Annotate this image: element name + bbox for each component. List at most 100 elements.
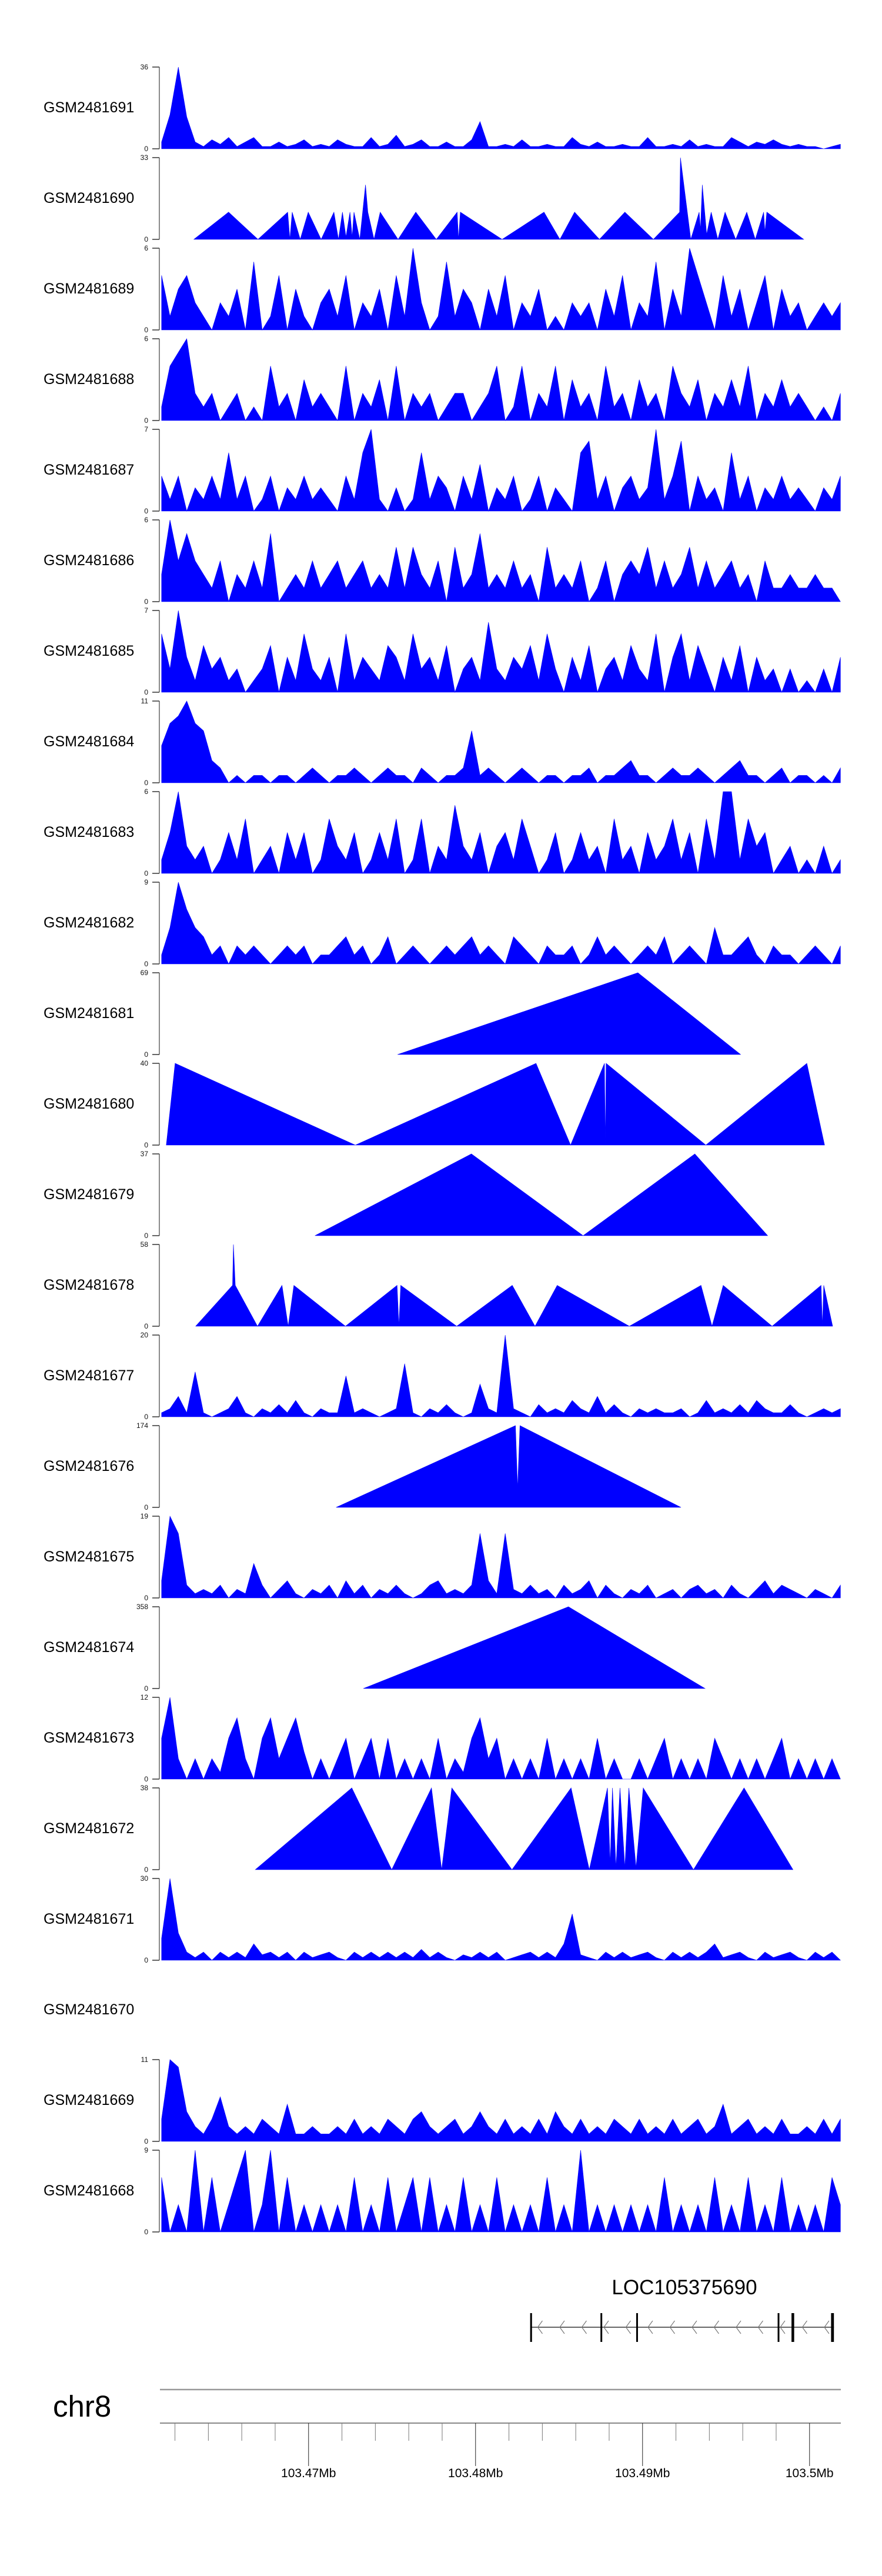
coverage-area: [161, 1515, 841, 1599]
track-label: GSM2481690: [44, 189, 135, 206]
exon: [636, 2313, 638, 2342]
y-max-label: 7: [144, 606, 148, 615]
track-label: GSM2481669: [44, 2091, 135, 2108]
genome-axis: [160, 2388, 841, 2466]
x-tick-label: 103.47Mb: [281, 2467, 336, 2480]
strand-arrow-icon: [757, 2320, 763, 2334]
y-min-label: 0: [144, 779, 148, 787]
coverage-area: [161, 338, 841, 421]
exon: [530, 2313, 532, 2342]
coverage-area: [363, 1606, 706, 1689]
track-GSM2481689: [152, 248, 841, 331]
y-min-label: 0: [144, 869, 148, 877]
y-max-label: 11: [141, 697, 148, 705]
track-label: GSM2481671: [44, 1910, 135, 1927]
coverage-area: [161, 1878, 841, 1961]
y-min-label: 0: [144, 1684, 148, 1693]
y-min-label: 0: [144, 326, 148, 334]
track-GSM2481687: [152, 429, 841, 512]
track-GSM2481684: [152, 700, 841, 783]
coverage-area: [255, 1787, 794, 1870]
track-label: GSM2481670: [44, 2001, 135, 2018]
track-GSM2481682: [152, 882, 841, 965]
coverage-area: [161, 1334, 841, 1417]
y-max-label: 20: [140, 1331, 148, 1339]
strand-arrow-icon: [581, 2320, 587, 2334]
coverage-area: [161, 2150, 841, 2233]
strand-arrow-icon: [713, 2320, 719, 2334]
strand-arrow-icon: [824, 2320, 830, 2334]
strand-arrow-icon: [625, 2320, 631, 2334]
y-min-label: 0: [144, 2228, 148, 2236]
x-tick-label: 103.49Mb: [615, 2467, 670, 2480]
track-label: GSM2481678: [44, 1276, 135, 1293]
y-min-label: 0: [144, 1594, 148, 1602]
track-label: GSM2481674: [44, 1639, 135, 1656]
track-label: GSM2481687: [44, 461, 135, 478]
y-min-label: 0: [144, 145, 148, 153]
track-label: GSM2481683: [44, 823, 135, 840]
track-GSM2481668: [152, 2150, 841, 2233]
y-min-label: 0: [144, 960, 148, 968]
y-max-label: 33: [140, 154, 148, 162]
y-max-label: 6: [144, 335, 148, 343]
y-min-label: 0: [144, 2137, 148, 2145]
y-max-label: 358: [136, 1603, 148, 1611]
track-GSM2481669: [152, 2059, 841, 2142]
strand-arrow-icon: [603, 2320, 609, 2334]
coverage-area: [161, 791, 841, 874]
y-max-label: 6: [144, 788, 148, 796]
track-label: GSM2481680: [44, 1095, 135, 1112]
y-min-label: 0: [144, 1503, 148, 1511]
track-label: GSM2481682: [44, 914, 135, 931]
y-max-label: 40: [140, 1059, 148, 1067]
y-max-label: 58: [140, 1240, 148, 1249]
y-min-label: 0: [144, 598, 148, 606]
coverage-area: [397, 972, 741, 1055]
y-min-label: 0: [144, 416, 148, 425]
y-min-label: 0: [144, 1050, 148, 1059]
strand-arrow-icon: [780, 2320, 786, 2334]
gene-model: [530, 2313, 834, 2342]
track-label: GSM2481684: [44, 733, 135, 750]
track-label: GSM2481679: [44, 1186, 135, 1203]
exon: [777, 2313, 780, 2342]
track-GSM2481680: [152, 1063, 825, 1146]
track-GSM2481683: [152, 791, 841, 874]
coverage-area: [166, 1063, 825, 1146]
track-GSM2481686: [152, 519, 841, 602]
track-GSM2481690: [152, 157, 804, 241]
coverage-area: [161, 519, 841, 602]
coverage-area: [336, 1425, 681, 1508]
track-GSM2481671: [152, 1878, 841, 1961]
track-GSM2481675: [152, 1515, 841, 1599]
x-tick-label: 103.48Mb: [448, 2467, 503, 2480]
track-label: GSM2481681: [44, 1005, 135, 1022]
y-max-label: 174: [136, 1422, 148, 1430]
y-max-label: 11: [141, 2056, 148, 2064]
y-max-label: 38: [140, 1784, 148, 1792]
y-min-label: 0: [144, 688, 148, 696]
x-tick-label: 103.5Mb: [785, 2467, 834, 2480]
y-max-label: 12: [140, 1693, 148, 1701]
y-max-label: 36: [140, 63, 148, 71]
coverage-area: [161, 248, 841, 331]
coverage-area: [161, 2059, 841, 2142]
coverage-area: [193, 157, 804, 241]
track-label: GSM2481686: [44, 552, 135, 569]
track-label: GSM2481672: [44, 1820, 135, 1837]
track-label: GSM2481688: [44, 371, 135, 388]
strand-arrow-icon: [736, 2320, 741, 2334]
track-label: GSM2481685: [44, 642, 135, 659]
track-GSM2481677: [152, 1334, 841, 1417]
track-label: GSM2481677: [44, 1367, 135, 1384]
coverage-area: [315, 1153, 769, 1236]
chromosome-label: chr8: [53, 2390, 112, 2423]
y-min-label: 0: [144, 507, 148, 515]
track-GSM2481679: [152, 1153, 769, 1236]
y-min-label: 0: [144, 1413, 148, 1421]
track-GSM2481678: [152, 1244, 833, 1327]
strand-arrow-icon: [537, 2320, 543, 2334]
y-max-label: 7: [144, 425, 148, 433]
